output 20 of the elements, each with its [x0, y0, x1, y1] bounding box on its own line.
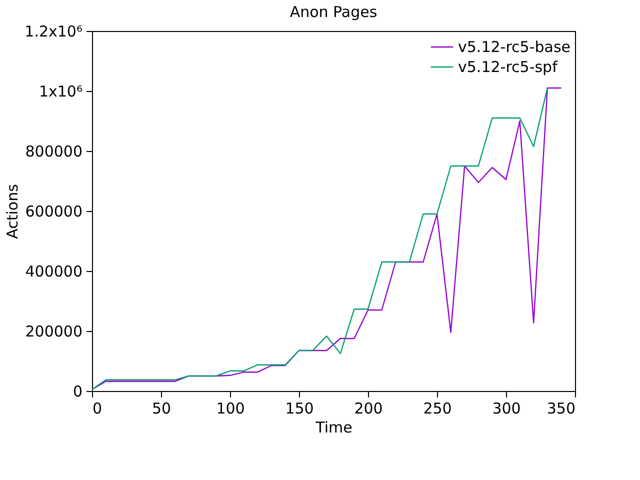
- x-tick-label: 50: [152, 400, 172, 418]
- x-axis-title: Time: [314, 418, 352, 436]
- x-tick-label: 100: [216, 400, 245, 418]
- legend-label: v5.12-rc5-base: [458, 38, 570, 56]
- y-tick-label: 200000: [25, 322, 82, 340]
- y-tick-label: 1.2x10⁶: [24, 22, 82, 40]
- x-tick-label: 350: [546, 400, 576, 418]
- y-tick-label: 0: [72, 382, 82, 400]
- legend-label: v5.12-rc5-spf: [458, 58, 558, 76]
- y-tick-label: 400000: [25, 262, 82, 280]
- x-tick-label: 300: [492, 400, 521, 418]
- y-tick-label: 800000: [25, 142, 82, 160]
- x-tick-label: 150: [285, 400, 314, 418]
- y-tick-label: 1x10⁶: [38, 82, 82, 100]
- x-tick-label: 250: [423, 400, 452, 418]
- y-tick-label: 600000: [25, 202, 82, 220]
- y-axis-title: Actions: [4, 184, 22, 239]
- x-tick-label: 200: [354, 400, 383, 418]
- chart-title: Anon Pages: [290, 3, 378, 21]
- x-tick-label: 0: [92, 400, 102, 418]
